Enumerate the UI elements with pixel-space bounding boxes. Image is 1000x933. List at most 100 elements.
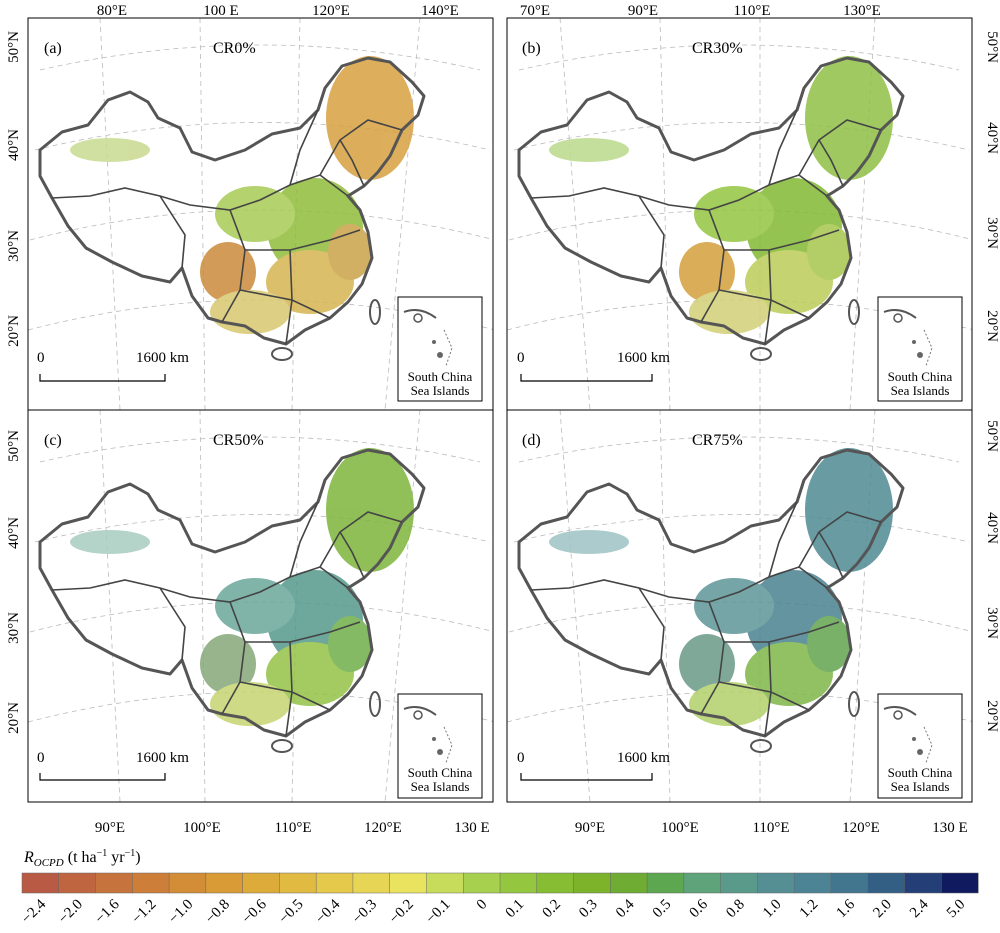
- colorbar-swatch: [683, 872, 722, 894]
- colorbar-tick-label: −2.0: [55, 897, 86, 928]
- colorbar-tick-label: 0.1: [503, 897, 528, 922]
- lon-label: 140°E: [421, 3, 459, 19]
- colorbar-swatch: [279, 872, 317, 894]
- colorbar-swatch: [389, 872, 428, 894]
- lon-label: 100 E: [203, 3, 238, 19]
- panel-d: (d) CR75% 0 1600 km South China Sea Isla…: [506, 409, 973, 803]
- top-lon-labels: 80°E 100 E 120°E 140°E 70°E 90°E 110°E 1…: [97, 3, 881, 19]
- scale-start-label: 0: [37, 350, 45, 366]
- panel-title: CR75%: [692, 432, 743, 449]
- colorbar-swatch: [315, 872, 354, 894]
- lon-label: 90°E: [628, 3, 658, 19]
- inset-label-line2: Sea Islands: [411, 779, 470, 794]
- colorbar-swatch: [95, 872, 133, 894]
- lat-label: 20°N: [984, 700, 1000, 732]
- colorbar-tick-label: 0.5: [650, 897, 675, 922]
- lat-label: 50°N: [984, 420, 1000, 452]
- lat-label: 50°N: [6, 31, 22, 63]
- panel-title: CR30%: [692, 40, 743, 57]
- colorbar-tick-labels: −2.4 −2.0 −1.6 −1.2 −1.0 −0.8 −0.6 −0.5 −0.4 −0.3…: [19, 896, 969, 927]
- map-data-c: [38, 448, 426, 754]
- inset-map: South China Sea Islands: [397, 693, 483, 799]
- colorbar-tick-label: 2.4: [907, 896, 932, 921]
- scale-start-label: 0: [37, 750, 45, 766]
- colorbar-tick-label: −1.0: [166, 897, 197, 928]
- colorbar-tick-label: 0.4: [613, 896, 638, 921]
- scale-bar: 0 1600 km: [517, 750, 670, 781]
- lon-label: 130°E: [843, 3, 881, 19]
- colorbar-tick-label: 0.6: [686, 896, 711, 921]
- lat-label: 30°N: [984, 607, 1000, 639]
- lon-label: 100°E: [661, 820, 699, 836]
- lat-label: 40°N: [6, 129, 22, 161]
- colorbar-swatch: [352, 872, 391, 894]
- scale-start-label: 0: [517, 750, 525, 766]
- colorbar-swatch: [867, 872, 906, 894]
- lat-label: 20°N: [6, 702, 22, 734]
- colorbar-swatch: [757, 872, 795, 894]
- colorbar-swatch: [940, 872, 979, 894]
- panel-title: CR0%: [213, 40, 256, 57]
- panel-letter: (c): [44, 432, 62, 449]
- colorbar-swatch: [536, 872, 575, 894]
- scale-bar: 0 1600 km: [517, 350, 670, 382]
- lat-label: 40°N: [984, 512, 1000, 544]
- colorbar-swatch: [58, 872, 97, 894]
- scale-end-label: 1600 km: [136, 350, 189, 366]
- map-data-d: [517, 448, 905, 754]
- panel-letter: (d): [522, 432, 541, 449]
- colorbar-title: ROCPD (t ha−1 yr−1): [23, 848, 141, 869]
- colorbar-tick-label: −1.6: [92, 896, 123, 927]
- colorbar-swatches: [21, 872, 979, 894]
- scale-start-label: 0: [517, 350, 525, 366]
- panel-c: (c) CR50% 0 1600 km South China Sea Isla…: [27, 409, 494, 803]
- scale-end-label: 1600 km: [617, 750, 670, 766]
- colorbar-tick-label: −0.2: [386, 897, 417, 928]
- colorbar-tick-label: 5.0: [944, 897, 969, 922]
- colorbar-tick-label: −2.4: [19, 896, 50, 927]
- lon-label: 130 E: [454, 820, 489, 836]
- panel-a: (a) CR0% 0 1600 km South China Sea Islan…: [27, 17, 494, 411]
- panel-letter: (a): [44, 40, 62, 57]
- colorbar-tick-label: 0.3: [576, 897, 601, 922]
- inset-map: South China Sea Islands: [397, 296, 483, 402]
- inset-label-line1: South China: [888, 369, 953, 384]
- lon-label: 110°E: [733, 3, 770, 19]
- lon-label: 80°E: [97, 3, 127, 19]
- lon-label: 110°E: [274, 820, 311, 836]
- map-data-b: [517, 56, 905, 362]
- scale-end-label: 1600 km: [136, 750, 189, 766]
- colorbar-swatch: [830, 872, 869, 894]
- colorbar-swatch: [720, 872, 758, 894]
- lon-label: 110°E: [752, 820, 789, 836]
- colorbar-tick-label: 0.2: [539, 897, 564, 922]
- lat-label: 30°N: [6, 230, 22, 262]
- colorbar: ROCPD (t ha−1 yr−1) −2.4 −2.0 −1.6 −1.2 −1.0…: [19, 848, 979, 927]
- colorbar-swatch: [242, 872, 280, 894]
- colorbar-tick-label: −0.3: [350, 897, 381, 928]
- inset-label-line2: Sea Islands: [411, 383, 470, 398]
- colorbar-tick-label: −0.4: [313, 896, 344, 927]
- colorbar-swatch: [793, 872, 832, 894]
- colorbar-tick-label: 2.0: [870, 897, 895, 922]
- inset-label-line2: Sea Islands: [891, 779, 950, 794]
- colorbar-tick-label: 1.0: [760, 897, 785, 922]
- colorbar-swatch: [610, 872, 648, 894]
- colorbar-swatch: [205, 872, 244, 894]
- lon-label: 120°E: [312, 3, 350, 19]
- colorbar-tick-label: 1.6: [834, 896, 859, 921]
- colorbar-swatch: [646, 872, 685, 894]
- panel-title: CR50%: [213, 432, 264, 449]
- map-data-a: [38, 56, 426, 362]
- colorbar-tick-label: −0.6: [239, 896, 270, 927]
- colorbar-swatch: [462, 872, 501, 894]
- scale-bar: 0 1600 km: [37, 350, 189, 382]
- colorbar-swatch: [904, 872, 942, 894]
- inset-label-line1: South China: [408, 765, 473, 780]
- lat-label: 30°N: [6, 612, 22, 644]
- colorbar-tick-label: −0.1: [423, 897, 454, 928]
- lon-label: 130 E: [932, 820, 967, 836]
- panel-b: (b) CR30% 0 1600 km South China Sea Isla…: [506, 17, 973, 411]
- colorbar-swatch: [499, 872, 538, 894]
